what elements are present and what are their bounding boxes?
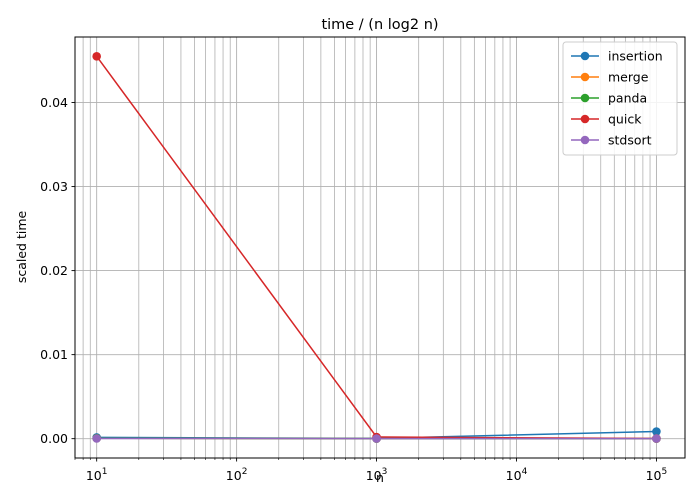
chart-title: time / (n log2 n)	[321, 17, 438, 33]
legend-label: stdsort	[608, 133, 652, 148]
legend-swatch-marker	[581, 52, 590, 61]
legend-swatch-marker	[581, 136, 590, 145]
series-point-stdsort	[652, 434, 661, 443]
x-axis-label: n	[376, 470, 384, 485]
legend-label: insertion	[608, 49, 663, 64]
series-point-stdsort	[92, 434, 101, 443]
legend-label: merge	[608, 70, 649, 85]
y-axis-label: scaled time	[14, 211, 29, 284]
legend: insertion merge panda quick stdsort	[563, 42, 677, 155]
legend-swatch-marker	[581, 115, 590, 124]
y-tick-label: 0.03	[40, 179, 68, 194]
legend-swatch-marker	[581, 73, 590, 82]
series-point-quick	[92, 52, 101, 61]
y-tick-label: 0.00	[40, 431, 68, 446]
y-tick-label: 0.04	[40, 95, 68, 110]
y-tick-label: 0.02	[40, 263, 68, 278]
series-point-stdsort	[372, 434, 381, 443]
legend-label: quick	[608, 112, 642, 127]
legend-label: panda	[608, 91, 647, 106]
legend-swatch-marker	[581, 94, 590, 103]
y-tick-label: 0.01	[40, 347, 68, 362]
